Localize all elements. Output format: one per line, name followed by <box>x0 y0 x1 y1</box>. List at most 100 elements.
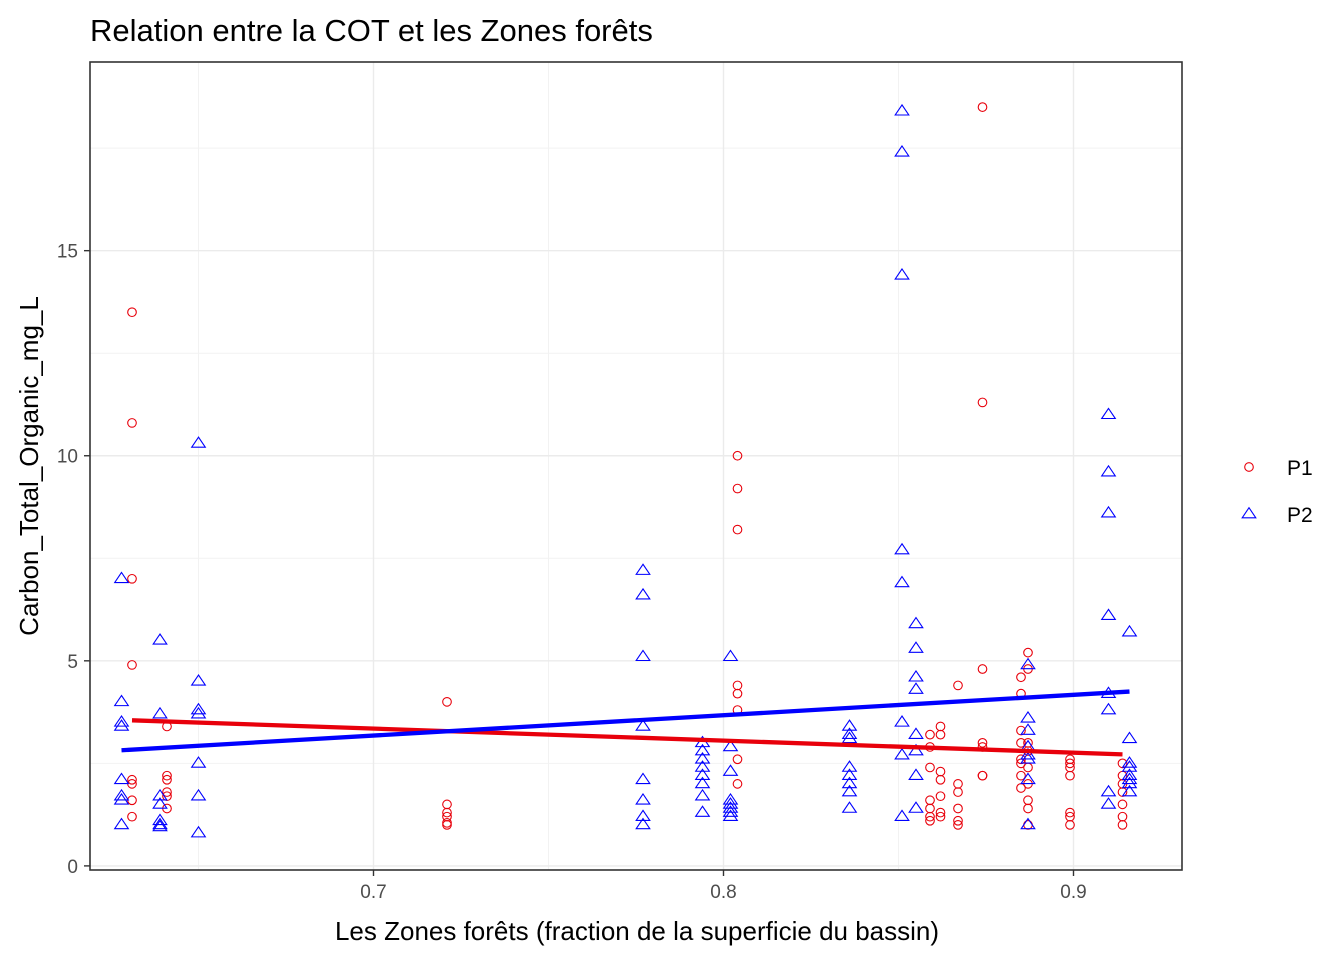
data-point-p1 <box>1117 799 1128 810</box>
data-point-p2 <box>894 542 910 555</box>
x-tick-label: 0.8 <box>710 882 736 903</box>
data-point-p2 <box>694 751 711 764</box>
data-point-p2 <box>190 706 207 719</box>
data-point-p2 <box>694 760 711 772</box>
data-point-p2 <box>190 825 207 838</box>
data-point-p1 <box>127 811 137 822</box>
data-point-p2 <box>841 719 858 731</box>
data-point-p1 <box>162 770 172 781</box>
data-point-p1 <box>162 774 172 785</box>
trend-line-p1 <box>131 718 1123 757</box>
data-point-p1 <box>1023 803 1033 814</box>
data-point-p2 <box>722 797 739 809</box>
data-point-p1 <box>977 397 988 408</box>
data-point-p1 <box>1065 820 1075 830</box>
legend-key-p2 <box>1241 506 1257 519</box>
series-p2 <box>113 103 1138 838</box>
data-point-p2 <box>894 267 910 280</box>
data-point-p2 <box>694 776 711 789</box>
data-point-p1 <box>442 807 452 818</box>
data-point-p2 <box>152 813 168 826</box>
data-point-p2 <box>1100 608 1117 621</box>
data-point-p2 <box>635 792 651 805</box>
data-point-p2 <box>635 587 651 600</box>
legend-label-p2: P2 <box>1287 504 1313 527</box>
data-point-p2 <box>190 674 207 686</box>
data-point-p1 <box>977 664 988 674</box>
data-point-p1 <box>925 811 935 822</box>
data-point-p1 <box>1117 820 1128 830</box>
grid-major <box>90 62 1182 870</box>
data-point-p2 <box>722 792 739 805</box>
data-point-p1 <box>442 820 452 830</box>
data-point-p2 <box>722 739 739 752</box>
data-point-p2 <box>1020 710 1036 723</box>
data-point-p2 <box>1121 784 1138 797</box>
data-point-p2 <box>635 817 651 830</box>
data-point-p1 <box>127 418 137 428</box>
data-point-p2 <box>1121 768 1138 780</box>
data-point-p2 <box>841 776 858 789</box>
data-point-p1 <box>953 820 963 830</box>
data-point-p2 <box>152 633 168 645</box>
legend: P1 P2 <box>1241 457 1313 527</box>
data-point-p2 <box>1020 751 1036 764</box>
data-point-p2 <box>841 760 858 772</box>
data-point-p1 <box>953 803 963 814</box>
data-point-p2 <box>113 788 130 801</box>
data-point-p2 <box>841 727 858 739</box>
data-point-p1 <box>732 524 743 535</box>
data-point-p2 <box>908 616 924 629</box>
data-point-p1 <box>732 779 743 789</box>
data-point-p2 <box>841 801 858 813</box>
data-point-p2 <box>152 706 168 719</box>
data-point-p1 <box>127 307 137 318</box>
data-point-p2 <box>722 805 739 817</box>
data-point-p2 <box>841 784 858 797</box>
data-point-p1 <box>935 729 946 740</box>
data-point-p1 <box>935 811 946 822</box>
data-point-p2 <box>113 719 130 731</box>
data-point-p1 <box>162 787 172 797</box>
y-axis: 0 5 10 15 <box>57 242 90 878</box>
data-point-p1 <box>953 815 963 826</box>
data-point-p2 <box>190 756 207 768</box>
data-point-p1 <box>1065 807 1075 818</box>
data-point-p2 <box>152 797 168 809</box>
y-tick-label: 5 <box>67 652 78 673</box>
data-point-p2 <box>190 788 207 801</box>
data-point-p2 <box>894 144 910 157</box>
data-point-p2 <box>113 571 130 584</box>
data-point-p2 <box>908 641 924 653</box>
y-tick-label: 15 <box>57 242 78 263</box>
data-point-p2 <box>113 715 130 727</box>
data-point-p2 <box>1020 747 1036 760</box>
legend-label-p1: P1 <box>1287 457 1313 480</box>
data-point-p2 <box>1121 756 1138 768</box>
data-point-p2 <box>1100 784 1117 797</box>
data-point-p2 <box>694 743 711 756</box>
data-point-p2 <box>694 805 711 817</box>
data-point-p1 <box>977 102 988 112</box>
grid-minor <box>90 62 1182 870</box>
y-tick-label: 0 <box>67 857 78 878</box>
plot-panel-border <box>89 61 1183 871</box>
data-point-p2 <box>894 103 910 116</box>
data-point-p2 <box>694 768 711 780</box>
data-point-p2 <box>113 817 130 830</box>
data-point-p2 <box>1121 772 1138 785</box>
data-point-p1 <box>1065 770 1075 781</box>
data-point-p2 <box>635 649 651 662</box>
x-axis: 0.7 0.8 0.9 <box>360 870 1087 903</box>
data-point-p2 <box>113 694 130 707</box>
data-point-p1 <box>127 573 137 584</box>
data-point-p2 <box>908 743 924 756</box>
data-point-p1 <box>1016 672 1026 683</box>
data-point-p1 <box>127 660 137 670</box>
data-point-p2 <box>722 809 739 822</box>
data-point-p1 <box>935 807 946 818</box>
data-point-p2 <box>635 563 651 575</box>
trend-line-layer <box>121 689 1130 757</box>
data-point-p1 <box>732 754 743 765</box>
